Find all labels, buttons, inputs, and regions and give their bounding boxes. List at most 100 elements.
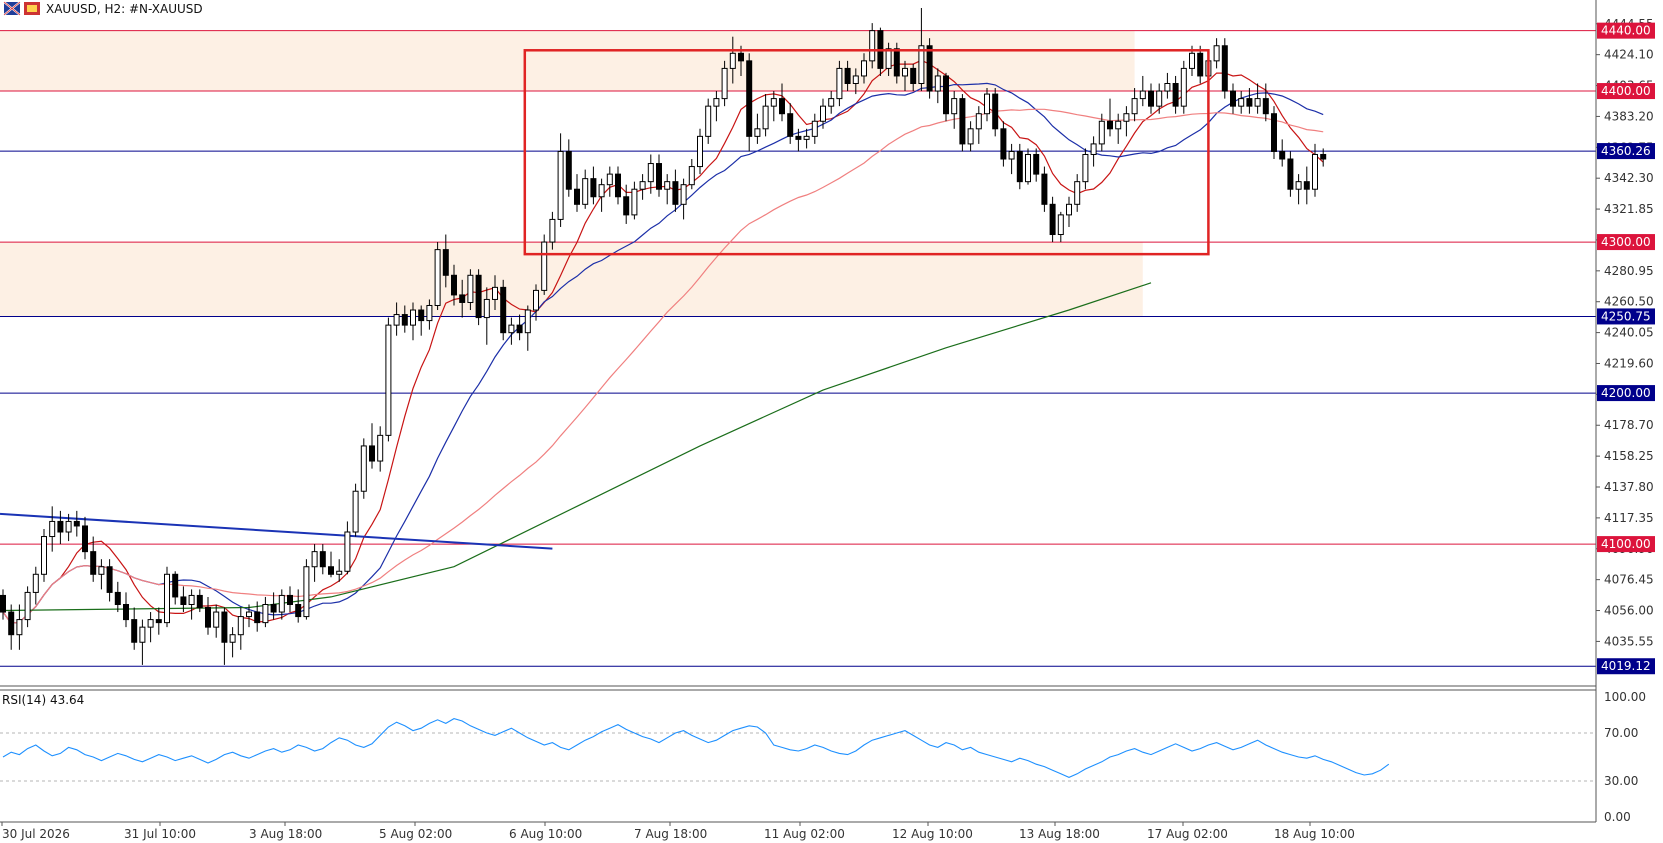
candle: [106, 559, 113, 602]
candle: [811, 113, 818, 144]
candle: [41, 528, 47, 582]
level-tag-5: 4200.00: [1601, 386, 1651, 400]
candle: [1033, 148, 1040, 182]
candle: [795, 128, 802, 152]
flag-icon[interactable]: [3, 1, 21, 16]
range-box-layer[interactable]: [523, 49, 1210, 256]
candle: [369, 423, 375, 469]
candle: [926, 38, 933, 99]
candle: [615, 166, 621, 205]
candle: [319, 544, 326, 575]
candle: [721, 60, 728, 107]
candle: [828, 91, 835, 114]
trendline-layer[interactable]: [0, 512, 553, 550]
rsi-pane: 100.00 70.00 30.00 0.00: [0, 690, 1646, 824]
candle: [278, 589, 285, 620]
candle: [992, 88, 999, 137]
candle: [451, 264, 457, 306]
candle: [959, 94, 966, 152]
range-box[interactable]: [523, 49, 1210, 256]
candle: [1254, 83, 1261, 114]
candle: [344, 521, 351, 575]
candle: [262, 596, 269, 628]
moving-averages: [2, 59, 1324, 625]
candle: [1303, 166, 1310, 205]
candlesticks: [0, 8, 1327, 665]
candle: [1123, 106, 1130, 137]
candle: [1287, 151, 1294, 197]
candle: [934, 68, 941, 104]
candle: [1279, 139, 1286, 167]
candle: [1312, 143, 1318, 197]
candle: [844, 60, 851, 92]
level-tag-6: 4100.00: [1601, 537, 1651, 551]
candle: [155, 607, 162, 635]
candle: [647, 154, 654, 194]
x-tick-label-8: 13 Aug 18:00: [1019, 827, 1100, 841]
candle: [1271, 106, 1277, 160]
candle: [508, 317, 515, 345]
rsi-line: [2, 718, 1390, 779]
candle: [49, 506, 56, 552]
candle: [1172, 75, 1179, 114]
level-tag-2: 4360.26: [1601, 144, 1651, 158]
trendline[interactable]: [0, 512, 553, 550]
candle: [967, 121, 974, 152]
y-tick-label-13: 4178.70: [1604, 418, 1654, 432]
x-tick-label-7: 12 Aug 10:00: [892, 827, 973, 841]
candle: [754, 113, 761, 144]
candle: [131, 607, 138, 650]
candle: [606, 166, 613, 197]
candle: [270, 592, 277, 620]
candle: [352, 483, 359, 537]
candle: [377, 426, 384, 472]
candle: [541, 234, 548, 295]
level-tag-bg-2: [1597, 143, 1655, 160]
candle: [196, 589, 203, 613]
candle: [779, 83, 785, 122]
candle: [426, 299, 433, 330]
candle: [1197, 45, 1204, 84]
instrument-icon[interactable]: [24, 2, 40, 15]
candle: [869, 23, 876, 69]
y-tick-label-11: 4219.60: [1604, 356, 1654, 370]
level-tag-3: 4300.00: [1601, 235, 1651, 249]
level-tag-1: 4400.00: [1601, 84, 1651, 98]
candle: [975, 106, 982, 144]
candle: [246, 604, 252, 628]
x-tick-label-3: 5 Aug 02:00: [379, 827, 452, 841]
candle: [877, 27, 884, 76]
candle: [475, 269, 482, 326]
candle: [1320, 148, 1327, 167]
level-tag-bg-3: [1597, 234, 1655, 251]
candle: [1230, 83, 1236, 114]
candle: [254, 601, 261, 632]
candle: [836, 60, 843, 107]
x-tick-label-6: 11 Aug 02:00: [764, 827, 845, 841]
candle: [213, 604, 220, 638]
time-axis-labels: 30 Jul 2026 31 Jul 10:00 3 Aug 18:00 5 Aug …: [1, 822, 1355, 841]
candle: [516, 314, 523, 341]
horizontal-levels: [0, 30, 1596, 667]
candle: [688, 159, 695, 190]
x-tick-label-10: 18 Aug 10:00: [1274, 827, 1355, 841]
y-tick-label-19: 4056.00: [1604, 604, 1654, 618]
candle: [1221, 38, 1228, 99]
candle: [1246, 88, 1253, 114]
candle: [1098, 113, 1105, 152]
candle: [287, 586, 293, 613]
x-tick-label-2: 3 Aug 18:00: [249, 827, 322, 841]
y-tick-label-18: 4076.45: [1604, 573, 1654, 587]
level-tag-bg-6: [1597, 536, 1655, 553]
rsi-tick-label-0: 100.00: [1604, 690, 1646, 704]
y-tick-label-20: 4035.55: [1604, 634, 1654, 648]
level-tag-bg-5: [1597, 385, 1655, 402]
candle: [1008, 143, 1015, 175]
candle: [623, 184, 630, 224]
candle: [180, 586, 187, 613]
x-tick-label-5: 7 Aug 18:00: [634, 827, 707, 841]
rsi-tick-label-2: 30.00: [1604, 774, 1638, 788]
candle: [549, 211, 556, 250]
candle: [582, 169, 589, 209]
